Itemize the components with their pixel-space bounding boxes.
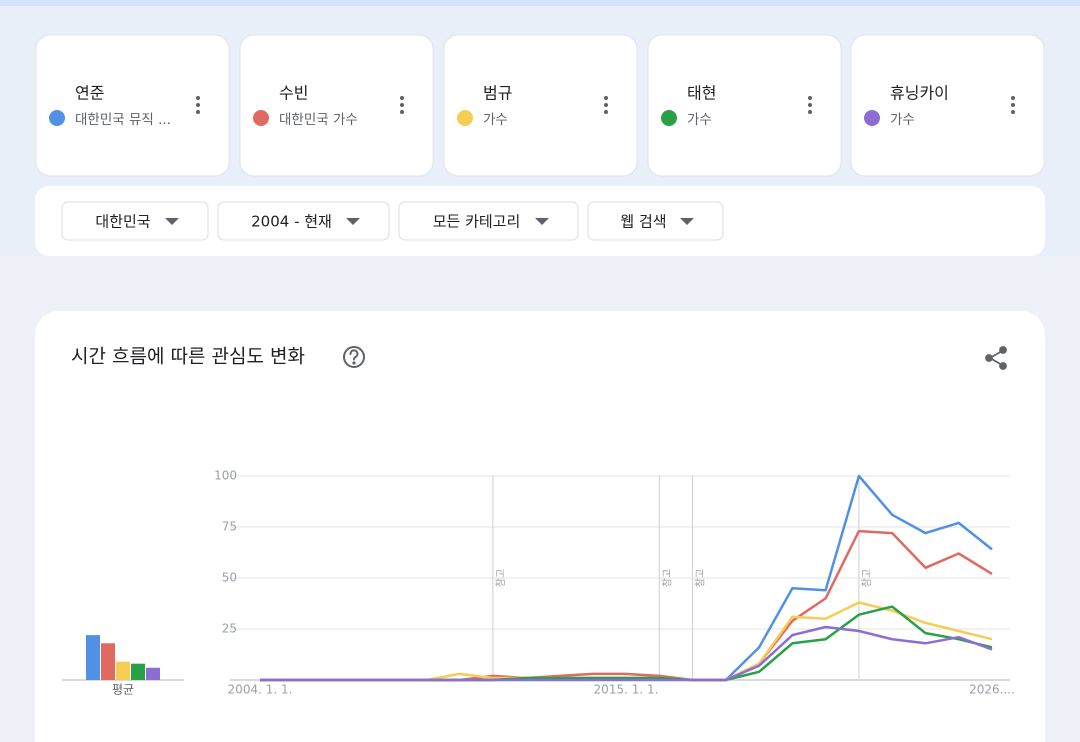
dropdown-arrow [165,218,179,225]
card-bg [647,34,842,177]
help-icon[interactable] [343,346,365,368]
dropdown-arrow [535,218,549,225]
card-subtitle: 대한민국 뮤직 ... [75,112,171,128]
menu-dot [400,96,404,100]
dropdown-bg [587,201,724,241]
annotation-label: 참고 [695,569,707,587]
more-menu[interactable] [604,96,608,114]
card-bg [443,34,638,177]
average-bar [131,663,145,680]
chart-title: 시간 흐름에 따른 관심도 변화 [71,346,305,368]
card-subtitle: 가수 [687,112,712,128]
menu-dot [196,96,200,100]
x-tick-label: 2015. 1. 1. [594,683,659,697]
top-strip [0,0,1080,6]
menu-dot [400,110,404,114]
dropdown-bg [61,201,209,241]
dropdown-label: 대한민국 [95,213,150,231]
menu-dot [808,110,812,114]
card-name: 수빈 [279,84,308,103]
card-bg [239,34,434,177]
card-bg [35,34,230,177]
card-name: 태현 [687,84,716,103]
chart: 25 50 75 100 2004. 1. 1. 2015. 1. 1. 2026.... 참… [62,469,1015,697]
menu-dot [196,110,200,114]
annotation-label: 참고 [661,569,673,587]
x-tick-label: 2004. 1. 1. [228,683,293,697]
average-bar [116,661,130,680]
average-bar [86,635,100,680]
menu-dot [1011,96,1015,100]
card-subtitle: 가수 [890,112,915,128]
annotation-label: 참고 [495,569,507,587]
filter-dropdown[interactable]: 모든 카테고리 [398,201,579,241]
average-bar [101,643,115,680]
card-bg [850,34,1045,177]
x-tick-label: 2026.... [969,683,1015,697]
dropdown-arrow [346,218,360,225]
card-name: 범규 [483,84,512,103]
dropdown-bg [398,201,579,241]
more-menu[interactable] [196,96,200,114]
series-line [260,625,993,682]
menu-dot [808,103,812,107]
annotation-label: 참고 [861,569,873,587]
more-menu[interactable] [808,96,812,114]
legend-dot [864,110,880,126]
dropdown-arrow [680,218,694,225]
average-bar [146,667,160,680]
more-menu[interactable] [1011,96,1015,114]
card-name: 휴닝카이 [890,84,949,103]
menu-dot [196,103,200,107]
y-tick-label: 100 [214,469,237,483]
y-tick-label: 50 [222,571,237,585]
filter-dropdown[interactable]: 웹 검색 [587,201,724,241]
filter-dropdown[interactable]: 2004 - 현재 [217,201,390,241]
y-tick-label: 75 [222,520,237,534]
card-subtitle: 대한민국 가수 [279,112,358,128]
dropdown-label: 웹 검색 [620,213,666,231]
legend-dot [457,110,473,126]
legend-dot [253,110,269,126]
filter-dropdown[interactable]: 대한민국 [61,201,209,241]
filters: 대한민국 2004 - 현재 모든 카테고리 웹 검색 [61,201,724,241]
share-icon[interactable] [985,346,1007,370]
more-menu[interactable] [400,96,404,114]
menu-dot [808,96,812,100]
menu-dot [1011,110,1015,114]
menu-dot [604,96,608,100]
legend-dot [661,110,677,126]
card-name: 연준 [75,84,104,103]
y-tick-label: 25 [222,622,237,636]
menu-dot [1011,103,1015,107]
menu-dot [604,110,608,114]
dropdown-label: 모든 카테고리 [433,213,521,231]
menu-dot [604,103,608,107]
dropdown-label: 2004 - 현재 [251,213,332,231]
legend-dot [49,110,65,126]
card-subtitle: 가수 [483,112,508,128]
average-label: 평균 [112,683,134,697]
menu-dot [400,103,404,107]
dropdown-bg [217,201,390,241]
